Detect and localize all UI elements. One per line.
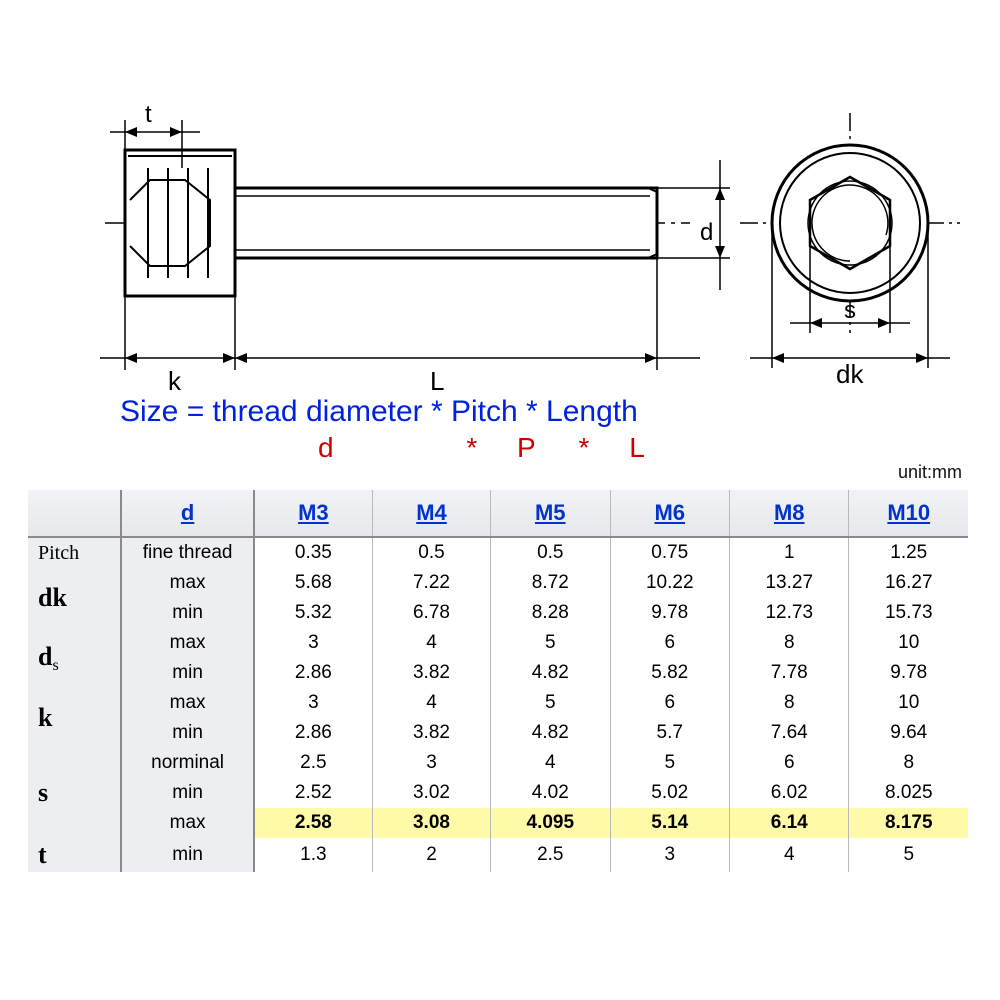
spec-table: d M3 M4 M5 M6 M8 M10 Pitch fine thread 0… bbox=[28, 490, 968, 872]
row-k-min: min 2.863.82 4.825.7 7.649.64 bbox=[28, 718, 968, 748]
formula-red: d * P * L bbox=[120, 432, 645, 464]
unit-label: unit:mm bbox=[898, 462, 962, 483]
row-s-nom: s norminal 2.53 45 68 bbox=[28, 748, 968, 778]
row-dk-max: dk max 5.687.22 8.7210.22 13.2716.27 bbox=[28, 568, 968, 598]
row-t-min: t min 1.32 2.53 45 bbox=[28, 838, 968, 872]
table-header-row: d M3 M4 M5 M6 M8 M10 bbox=[28, 490, 968, 537]
col-m3: M3 bbox=[254, 490, 373, 537]
row-s-min: min 2.523.02 4.025.02 6.028.025 bbox=[28, 778, 968, 808]
row-ds-max: ds max 34 56 810 bbox=[28, 628, 968, 658]
label-L: L bbox=[430, 366, 444, 396]
label-k: k bbox=[168, 366, 182, 396]
row-pitch: Pitch fine thread 0.350.5 0.50.75 11.25 bbox=[28, 537, 968, 568]
formula-blue: Size = thread diameter * Pitch * Length bbox=[120, 395, 638, 429]
screw-diagram: t d k L s dk bbox=[0, 0, 1000, 430]
row-s-max-highlighted: max 2.583.08 4.0955.14 6.148.175 bbox=[28, 808, 968, 838]
col-m8: M8 bbox=[730, 490, 849, 537]
row-k-max: k max 34 56 810 bbox=[28, 688, 968, 718]
label-t: t bbox=[145, 101, 152, 128]
col-m10: M10 bbox=[849, 490, 968, 537]
col-d: d bbox=[121, 490, 253, 537]
label-s: s bbox=[844, 297, 856, 324]
row-ds-min: min 2.863.82 4.825.82 7.789.78 bbox=[28, 658, 968, 688]
label-dk: dk bbox=[836, 359, 864, 389]
col-m5: M5 bbox=[491, 490, 610, 537]
col-m6: M6 bbox=[610, 490, 729, 537]
row-dk-min: min 5.326.78 8.289.78 12.7315.73 bbox=[28, 598, 968, 628]
col-m4: M4 bbox=[372, 490, 490, 537]
label-d: d bbox=[700, 219, 713, 246]
